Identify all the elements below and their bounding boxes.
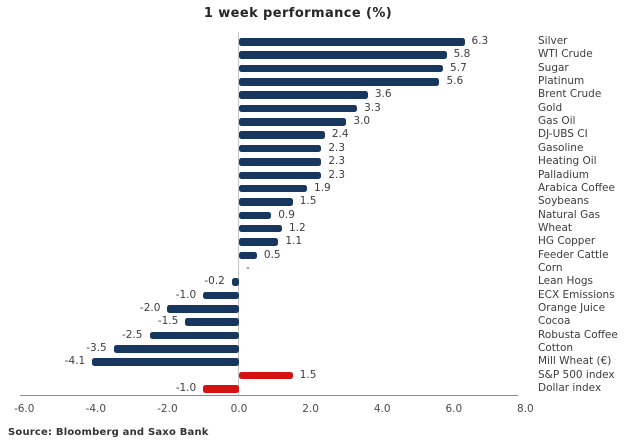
category-label: Mill Wheat (€) bbox=[538, 355, 612, 368]
value-label: 6.3 bbox=[471, 35, 489, 47]
value-label: -2.5 bbox=[122, 328, 143, 341]
category-label: Corn bbox=[538, 261, 563, 274]
x-tick--6.0: -6.0 bbox=[13, 403, 35, 415]
bar-cotton bbox=[113, 345, 239, 353]
category-label: Heating Oil bbox=[538, 155, 597, 168]
bar-platinum bbox=[239, 78, 440, 86]
value-label: 1.5 bbox=[299, 195, 317, 208]
category-label: S&P 500 index bbox=[538, 368, 615, 381]
bar-orange-juice bbox=[167, 305, 239, 313]
bar-dj-ubs-ci bbox=[239, 131, 325, 139]
chart-title: 1 week performance (%) bbox=[203, 6, 393, 21]
x-tick-8.0: 8.0 bbox=[517, 403, 534, 415]
bar-soybeans bbox=[239, 198, 293, 206]
category-label: Gasoline bbox=[538, 141, 584, 154]
x-tick--2.0: -2.0 bbox=[157, 403, 178, 415]
value-label: 0.9 bbox=[278, 208, 295, 221]
bar-palladium bbox=[239, 171, 322, 179]
bar-gasoline bbox=[239, 144, 322, 153]
bar-wheat bbox=[239, 224, 282, 233]
bar-hg-copper bbox=[239, 238, 279, 246]
x-tick-0.0: 0.0 bbox=[230, 403, 248, 415]
category-label: Cocoa bbox=[538, 315, 571, 328]
category-label: Dollar index bbox=[538, 382, 602, 395]
bar-heating-oil bbox=[239, 158, 322, 166]
bar-s-p-500-index bbox=[239, 371, 293, 380]
category-label: Orange Juice bbox=[538, 302, 606, 314]
bar-natural-gas bbox=[239, 211, 272, 220]
bar-ecx-emissions bbox=[203, 291, 239, 300]
zero-gridline bbox=[238, 32, 239, 396]
value-label: 3.0 bbox=[353, 115, 371, 128]
category-label: Natural Gas bbox=[538, 208, 601, 221]
bar-brent-crude bbox=[239, 91, 368, 99]
bar-arabica-coffee bbox=[239, 184, 308, 193]
x-tick-4.0: 4.0 bbox=[373, 403, 391, 415]
x-tick-6.0: 6.0 bbox=[445, 403, 463, 415]
category-label: ECX Emissions bbox=[538, 288, 615, 301]
category-label: Platinum bbox=[538, 75, 585, 88]
bar-dollar-index bbox=[203, 385, 239, 393]
category-label: Robusta Coffee bbox=[538, 328, 618, 341]
category-label: Brent Crude bbox=[538, 88, 602, 101]
value-label: 1.5 bbox=[299, 368, 317, 381]
bar-robusta-coffee bbox=[149, 331, 239, 340]
category-label: HG Copper bbox=[538, 235, 596, 248]
value-label: 0.5 bbox=[263, 248, 281, 261]
category-label: Palladium bbox=[538, 168, 590, 181]
value-label: -2.0 bbox=[139, 302, 161, 314]
bar-feeder-cattle bbox=[239, 251, 257, 260]
bar-gas-oil bbox=[239, 118, 347, 126]
bar-lean-hogs bbox=[231, 278, 239, 286]
category-label: Feeder Cattle bbox=[538, 248, 609, 261]
value-label: -1.0 bbox=[175, 382, 197, 395]
value-label: 1.9 bbox=[314, 181, 331, 194]
value-label: -4.1 bbox=[64, 355, 86, 368]
value-label: 3.6 bbox=[374, 88, 392, 101]
bar-cocoa bbox=[185, 318, 239, 326]
category-label: Lean Hogs bbox=[538, 275, 594, 288]
bar-silver bbox=[239, 38, 465, 46]
value-label: -1.5 bbox=[157, 315, 179, 328]
value-label: 5.8 bbox=[453, 48, 471, 61]
category-label: Sugar bbox=[538, 61, 569, 74]
bar-gold bbox=[239, 104, 358, 113]
category-label: Arabica Coffee bbox=[538, 181, 615, 194]
category-label: Cotton bbox=[538, 342, 574, 355]
category-label: DJ-UBS CI bbox=[538, 128, 588, 141]
value-label: -1.0 bbox=[175, 288, 197, 301]
category-label: Soybeans bbox=[538, 195, 589, 208]
value-label: 2.3 bbox=[328, 168, 346, 181]
x-tick--4.0: -4.0 bbox=[85, 403, 107, 415]
value-label: -0.2 bbox=[204, 275, 225, 288]
bar-mill-wheat bbox=[92, 358, 239, 366]
category-label: Gas Oil bbox=[538, 115, 576, 128]
value-label: 3.3 bbox=[364, 101, 381, 114]
value-label: 5.6 bbox=[446, 75, 464, 88]
bar-wti-crude bbox=[239, 51, 447, 59]
category-label: WTI Crude bbox=[538, 48, 593, 61]
category-label: Wheat bbox=[538, 221, 573, 234]
value-label: 2.3 bbox=[328, 155, 346, 168]
value-label: -3.5 bbox=[86, 342, 107, 355]
x-tick-2.0: 2.0 bbox=[302, 403, 319, 415]
value-label: 2.3 bbox=[328, 141, 346, 154]
value-label: 2.4 bbox=[331, 128, 349, 141]
value-label: 1.2 bbox=[288, 221, 306, 234]
value-label: 5.7 bbox=[450, 61, 467, 74]
bar-sugar bbox=[239, 64, 444, 73]
x-axis-line bbox=[20, 395, 518, 396]
value-label: 1.1 bbox=[285, 235, 303, 248]
category-label: Silver bbox=[538, 35, 568, 47]
source-note: Source: Bloomberg and Saxo Bank bbox=[8, 427, 209, 438]
category-label: Gold bbox=[538, 101, 563, 114]
value-label: - bbox=[246, 261, 250, 274]
